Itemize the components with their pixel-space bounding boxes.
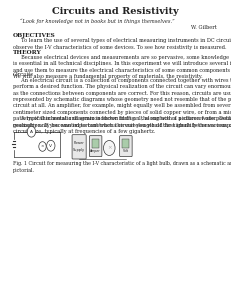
FancyBboxPatch shape (120, 136, 132, 157)
Text: Circuits and Resistivity: Circuits and Resistivity (52, 8, 179, 16)
Bar (122, 139, 130, 148)
FancyBboxPatch shape (89, 136, 102, 157)
Text: “Look for knowledge not in books but in things themselves.”: “Look for knowledge not in books but in … (20, 19, 174, 24)
Text: ×: × (41, 145, 44, 148)
Text: Fig. 1 Circuit for measuring the I-V characteristic of a light bulb, drawn as a : Fig. 1 Circuit for measuring the I-V cha… (13, 161, 231, 172)
Text: W. Gilbert: W. Gilbert (191, 25, 217, 30)
Text: Supply: Supply (73, 148, 85, 152)
Text: THEORY: THEORY (13, 50, 41, 55)
Text: To learn the use of several types of electrical measuring instruments in DC circ: To learn the use of several types of ele… (13, 38, 231, 50)
Text: An electrical circuit is a collection of components connected together with wire: An electrical circuit is a collection of… (13, 78, 231, 134)
Circle shape (39, 142, 46, 151)
Text: A: A (30, 130, 33, 134)
Text: Amper: Amper (90, 149, 101, 154)
Text: Because electrical devices and measurements are so pervasive, some knowledge of : Because electrical devices and measureme… (13, 55, 231, 79)
Text: Power: Power (74, 142, 85, 146)
Bar (92, 139, 99, 148)
Text: Volt: Volt (123, 149, 129, 154)
Circle shape (47, 140, 55, 151)
FancyBboxPatch shape (72, 135, 86, 159)
Text: A typical schematic diagram is shown in Fig. 1, along with a picture of one poss: A typical schematic diagram is shown in … (13, 116, 231, 128)
Circle shape (27, 126, 36, 137)
Text: ×: × (107, 146, 112, 151)
Text: Circuits: Circuits (13, 72, 34, 77)
Text: OBJECTIVES: OBJECTIVES (13, 33, 55, 38)
Text: V: V (49, 144, 52, 148)
Circle shape (103, 140, 115, 155)
